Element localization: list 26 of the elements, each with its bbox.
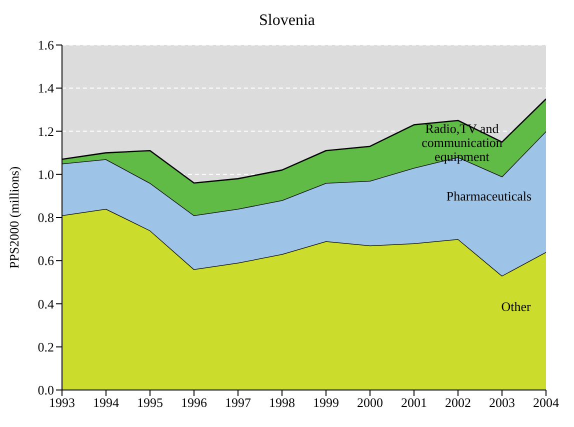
y-tick-label: 0.0: [38, 382, 54, 398]
y-tick-label: 0.2: [38, 339, 54, 354]
y-tick-label: 0.4: [38, 296, 54, 312]
y-tick-label: 1.2: [38, 124, 54, 139]
series-label: Other: [501, 299, 532, 314]
x-tick-label: 2003: [489, 395, 515, 410]
x-tick-label: 1994: [93, 395, 120, 410]
x-tick-label: 1997: [225, 395, 252, 410]
x-tick-label: 1999: [313, 395, 339, 410]
x-tick-label: 1995: [137, 395, 163, 410]
y-tick-label: 0.6: [38, 253, 54, 268]
x-tick-label: 2000: [357, 395, 383, 410]
y-tick-label: 1.6: [38, 38, 54, 53]
x-tick-label: 2002: [445, 395, 471, 410]
x-tick-label: 1993: [49, 395, 75, 410]
x-tick-label: 1998: [269, 395, 295, 410]
y-tick-label: 1.4: [38, 80, 54, 96]
series-label: Radio,TV and communication equipment: [422, 120, 503, 164]
y-axis-title: PPS2000 (millions): [6, 166, 22, 269]
chart-title: Slovenia: [258, 12, 316, 30]
y-tick-label: 1.0: [38, 166, 54, 182]
x-tick-label: 2001: [401, 395, 427, 410]
x-tick-label: 1996: [181, 395, 208, 410]
series-label: Pharmaceuticals: [446, 188, 532, 204]
x-tick-label: 2004: [533, 395, 560, 410]
y-tick-label: 0.8: [38, 210, 54, 226]
